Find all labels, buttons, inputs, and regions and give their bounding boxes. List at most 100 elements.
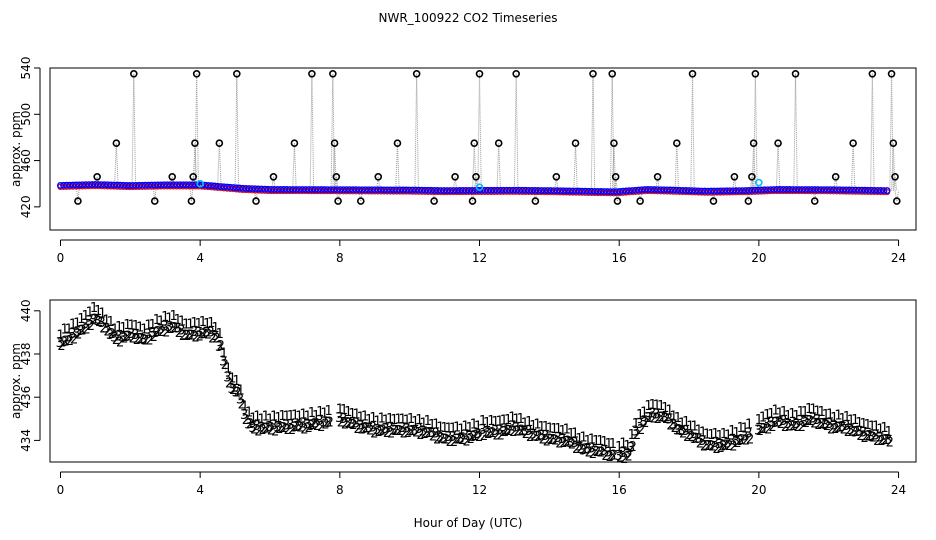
bottom-marker-1: 1: [538, 420, 546, 435]
bottom-marker-3: 3: [707, 439, 715, 454]
top-spike-line: [332, 143, 336, 190]
bottom-marker-3: 3: [855, 424, 863, 439]
bottom-marker-1: 1: [703, 428, 711, 443]
bottom-marker-3: 3: [575, 440, 583, 455]
top-spike-line: [777, 143, 781, 190]
top-cyan-point: [755, 178, 763, 187]
bottom-marker-1: 1: [470, 417, 478, 432]
bottom-marker-3: 3: [68, 327, 76, 342]
top-spike-point: [636, 197, 644, 205]
bottom-marker-2: 2: [814, 418, 822, 433]
bottom-marker-1: 1: [411, 415, 419, 430]
bottom-marker-1: 1: [241, 400, 249, 415]
top-blue-point: [220, 183, 228, 191]
bottom-marker-2: 2: [518, 424, 526, 439]
top-blue-point: [638, 186, 646, 194]
bottom-marker-3: 3: [385, 421, 393, 436]
bottom-marker-3: 3: [299, 417, 307, 432]
bottom-marker-3: 3: [278, 421, 286, 436]
bottom-marker-2: 2: [267, 423, 275, 438]
bottom-marker-2: 2: [133, 333, 141, 348]
bottom-marker-3: 3: [842, 419, 850, 434]
bottom-marker-3: 3: [265, 420, 273, 435]
top-spike-point: [468, 197, 477, 205]
bottom-marker-1: 1: [872, 419, 880, 434]
bottom-marker-3: 3: [804, 414, 812, 429]
bottom-marker-1: 1: [474, 419, 482, 434]
top-spike-line: [575, 143, 578, 192]
bottom-marker-3: 3: [261, 422, 269, 437]
bottom-marker-2: 2: [865, 429, 873, 444]
bottom-marker-3: 3: [373, 423, 381, 438]
bottom-marker-2: 2: [645, 411, 653, 426]
top-spike-line: [470, 190, 474, 202]
bottom-marker-1: 1: [178, 315, 186, 330]
top-spike-point: [93, 172, 101, 181]
bottom-marker-2: 2: [717, 441, 725, 456]
top-spike-line: [891, 73, 894, 191]
bottom-marker-1: 1: [653, 399, 661, 414]
bottom-marker-3: 3: [98, 316, 106, 331]
top-blue-point: [622, 187, 630, 195]
bottom-marker-2: 2: [564, 434, 572, 449]
bottom-marker-1: 1: [767, 407, 775, 422]
bottom-marker-3: 3: [740, 430, 748, 445]
top-spike-line: [293, 143, 297, 190]
bottom-x-tick-label: 20: [751, 483, 766, 497]
bottom-marker-3: 3: [473, 427, 481, 442]
bottom-marker-1: 1: [830, 411, 838, 426]
bottom-marker-3: 3: [656, 410, 664, 425]
bottom-marker-1: 1: [885, 425, 893, 440]
bottom-data-markers: 1231231231231231231231231231231231231231…: [56, 301, 894, 467]
top-spike-point: [374, 172, 383, 181]
bottom-series-line: [483, 427, 616, 456]
bottom-marker-1: 1: [357, 410, 365, 425]
top-y-tick-label: 540: [19, 57, 33, 80]
bottom-marker-3: 3: [364, 421, 372, 436]
top-spike-line: [515, 73, 519, 191]
bottom-marker-2: 2: [610, 449, 618, 464]
bottom-marker-2: 2: [522, 427, 530, 442]
bottom-marker-1: 1: [249, 412, 257, 427]
bottom-marker-1: 1: [119, 321, 127, 336]
bottom-marker-2: 2: [675, 423, 683, 438]
top-blue-point: [229, 184, 237, 192]
bottom-marker-1: 1: [665, 403, 673, 418]
bottom-marker-3: 3: [440, 433, 448, 448]
bottom-marker-1: 1: [724, 428, 732, 443]
bottom-marker-2: 2: [246, 417, 254, 432]
bottom-marker-2: 2: [137, 332, 145, 347]
bottom-marker-1: 1: [737, 421, 745, 436]
bottom-marker-3: 3: [402, 422, 410, 437]
bottom-marker-2: 2: [212, 331, 220, 346]
bottom-marker-1: 1: [394, 413, 402, 428]
bottom-marker-1: 1: [623, 439, 631, 454]
bottom-marker-3: 3: [635, 417, 643, 432]
bottom-marker-1: 1: [220, 346, 228, 361]
bottom-marker-2: 2: [721, 439, 729, 454]
top-spike-line: [533, 190, 536, 202]
bottom-marker-3: 3: [516, 424, 524, 439]
bottom-marker-2: 2: [70, 333, 78, 348]
bottom-marker-2: 2: [746, 432, 754, 447]
bottom-marker-1: 1: [382, 414, 390, 429]
bottom-marker-1: 1: [780, 405, 788, 420]
bottom-marker-1: 1: [369, 411, 377, 426]
top-spike-point: [688, 69, 697, 78]
bottom-marker-3: 3: [419, 424, 427, 439]
bottom-marker-2: 2: [471, 429, 479, 444]
top-spike-point: [290, 139, 299, 148]
bottom-marker-1: 1: [843, 410, 851, 425]
bottom-marker-1: 1: [199, 315, 207, 330]
bottom-marker-3: 3: [639, 415, 647, 430]
top-blue-point: [625, 187, 633, 195]
bottom-marker-1: 1: [533, 417, 541, 432]
bottom-marker-2: 2: [154, 325, 162, 340]
bottom-marker-1: 1: [529, 419, 537, 434]
bottom-marker-3: 3: [335, 411, 343, 426]
bottom-marker-2: 2: [513, 424, 521, 439]
bottom-marker-3: 3: [64, 331, 72, 346]
top-spike-point: [308, 69, 316, 78]
bottom-marker-2: 2: [412, 425, 420, 440]
bottom-marker-1: 1: [81, 309, 89, 324]
